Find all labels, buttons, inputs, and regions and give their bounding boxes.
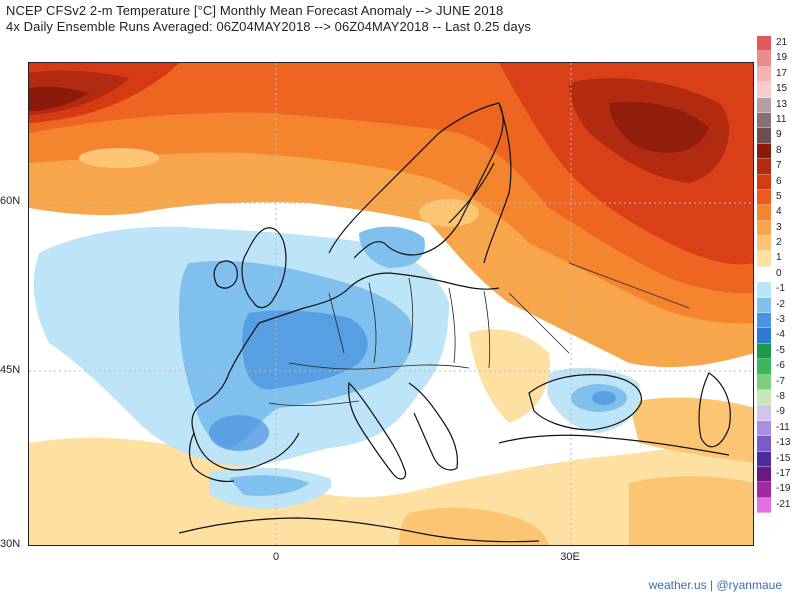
country-borders xyxy=(268,262,690,407)
colorbar-label: 1 xyxy=(776,252,782,264)
colorbar-swatch: -19 xyxy=(757,482,790,498)
colorbar-label: -17 xyxy=(776,467,791,479)
colorbar-swatch: 9 xyxy=(757,128,782,144)
colorbar-label: 0 xyxy=(776,267,782,279)
colorbar-swatch: 6 xyxy=(757,174,782,190)
colorbar-swatch: 19 xyxy=(757,51,787,67)
colorbar-swatch: 5 xyxy=(757,189,782,206)
colorbar-label: 8 xyxy=(776,144,782,156)
lat-label-30n: 30N xyxy=(0,538,21,550)
anomaly-map xyxy=(28,62,754,546)
colorbar-label: 17 xyxy=(776,67,788,79)
lat-label-45n: 45N xyxy=(0,364,21,376)
colorbar-swatch: -3 xyxy=(757,313,785,329)
colorbar-label: -7 xyxy=(776,375,785,387)
colorbar-label: -9 xyxy=(776,406,785,418)
colorbar-label: 21 xyxy=(776,37,788,48)
cool-anomaly-layer xyxy=(33,226,640,509)
colorbar-swatch: -11 xyxy=(757,420,790,437)
colorbar-swatch: 3 xyxy=(757,220,782,237)
colorbar-swatch: 2 xyxy=(757,236,782,252)
colorbar-legend: 21 19 17 15 13 11 9 8 7 6 5 4 3 2 1 0 -1 -2 -3 -4 -5 -6 -7 -8 -9… xyxy=(757,36,790,514)
colorbar-label: -6 xyxy=(776,360,785,372)
colorbar-label: 15 xyxy=(776,83,788,95)
colorbar-swatch: -5 xyxy=(757,343,785,360)
colorbar-label: -13 xyxy=(776,437,791,449)
lon-label-30e: 30E xyxy=(560,551,580,563)
colorbar-swatch: 7 xyxy=(757,159,782,175)
colorbar-label: -1 xyxy=(776,283,785,295)
colorbar-swatch: 11 xyxy=(757,112,786,129)
colorbar-label: -4 xyxy=(776,329,785,341)
colorbar-label: 2 xyxy=(776,237,782,249)
colorbar-label: 4 xyxy=(776,206,782,218)
colorbar-label: -3 xyxy=(776,314,785,326)
colorbar-label: 13 xyxy=(776,98,788,110)
colorbar-swatch: -7 xyxy=(757,374,785,390)
map-subtitle: 4x Daily Ensemble Runs Averaged: 06Z04MA… xyxy=(6,19,532,34)
colorbar-swatch: -4 xyxy=(757,328,785,344)
colorbar-label: -21 xyxy=(776,498,791,510)
map-title: NCEP CFSv2 2-m Temperature [°C] Monthly … xyxy=(6,3,504,18)
colorbar-label: 9 xyxy=(776,129,782,141)
colorbar-label: -8 xyxy=(776,390,785,402)
colorbar-swatch: 0 xyxy=(757,266,782,283)
colorbar-label: -2 xyxy=(776,298,785,310)
colorbar-swatch: -2 xyxy=(757,297,785,314)
colorbar-swatch: 15 xyxy=(757,82,787,98)
colorbar-swatch: 1 xyxy=(757,251,782,267)
colorbar-swatch: -6 xyxy=(757,359,785,375)
colorbar-swatch: 13 xyxy=(757,97,787,113)
colorbar-label: -5 xyxy=(776,344,785,356)
colorbar-swatch: -8 xyxy=(757,389,785,406)
colorbar-swatch: 21 xyxy=(757,36,787,52)
warm-anomaly-layer xyxy=(29,63,753,545)
colorbar-swatch: 17 xyxy=(757,66,787,83)
colorbar-swatch: -13 xyxy=(757,436,790,452)
colorbar-swatch: 8 xyxy=(757,143,782,160)
colorbar-swatch: -15 xyxy=(757,451,790,467)
colorbar-label: 6 xyxy=(776,175,782,187)
colorbar-label: 5 xyxy=(776,190,782,202)
colorbar-label: 7 xyxy=(776,160,782,172)
colorbar-swatch: -9 xyxy=(757,405,785,421)
colorbar-label: -15 xyxy=(776,452,791,464)
colorbar-swatch: -21 xyxy=(757,497,790,514)
colorbar-swatch: 4 xyxy=(757,205,782,221)
colorbar-label: -11 xyxy=(776,421,790,433)
colorbar-swatch: -17 xyxy=(757,466,790,483)
colorbar-label: -19 xyxy=(776,483,791,495)
graticule xyxy=(29,63,753,545)
colorbar-label: 19 xyxy=(776,52,788,64)
footer-credit: weather.us | @ryanmaue xyxy=(648,578,782,592)
colorbar-swatch: -1 xyxy=(757,282,785,298)
colorbar-label: 3 xyxy=(776,221,782,233)
lon-label-0: 0 xyxy=(272,551,280,563)
lat-label-60n: 60N xyxy=(0,195,21,207)
colorbar-label: 11 xyxy=(776,113,787,125)
coastlines xyxy=(178,102,731,543)
